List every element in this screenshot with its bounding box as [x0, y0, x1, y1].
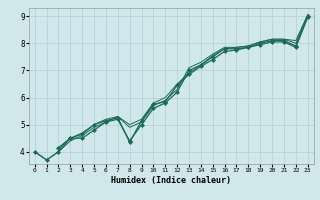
- X-axis label: Humidex (Indice chaleur): Humidex (Indice chaleur): [111, 176, 231, 185]
